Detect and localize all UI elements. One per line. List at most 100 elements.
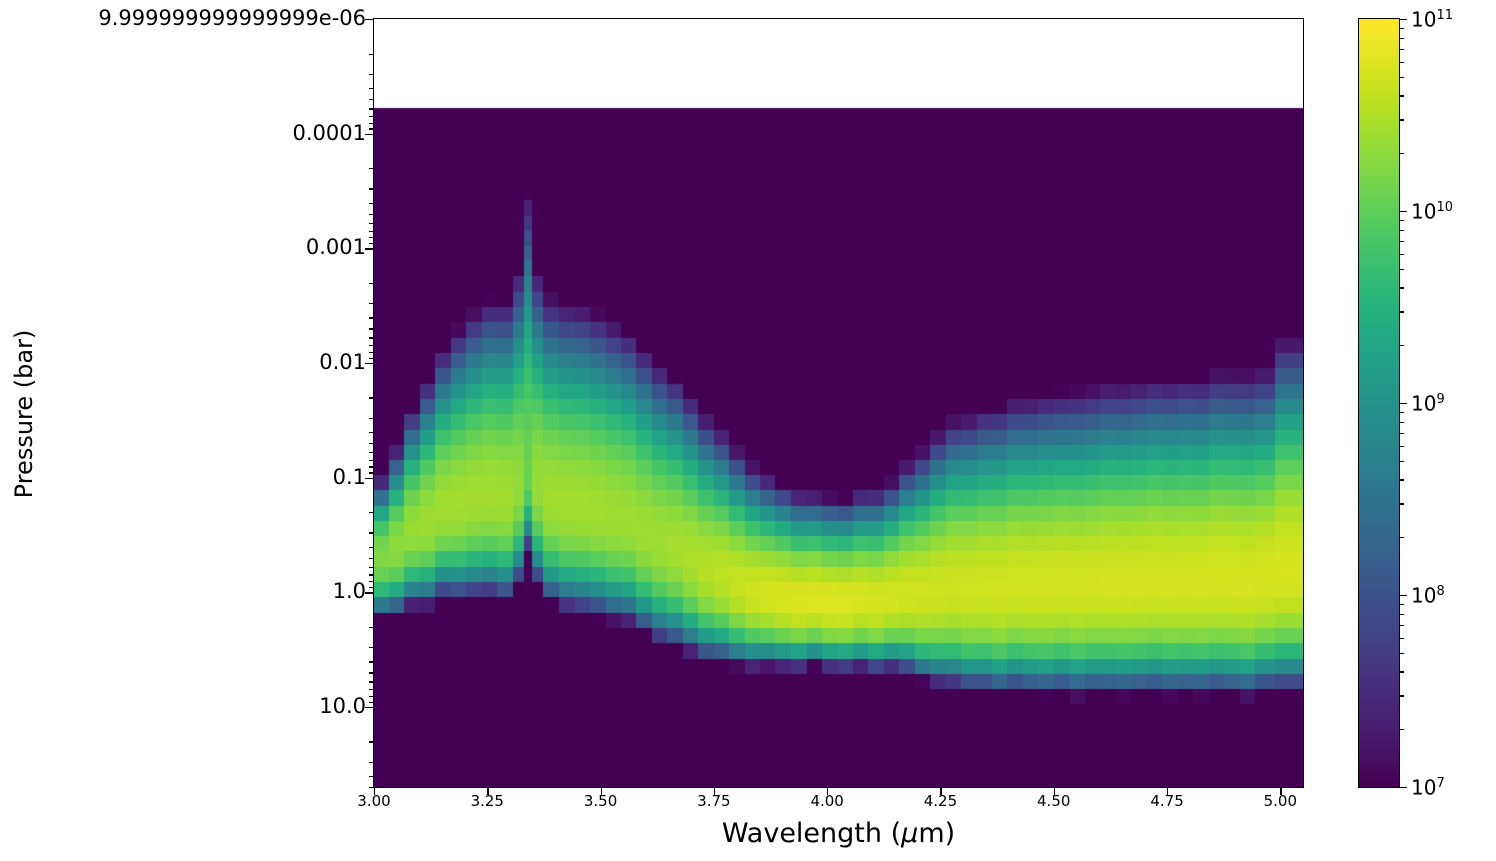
colorbar-minor-tick <box>1400 95 1404 97</box>
x-axis-label: Wavelength (μm) <box>721 818 956 849</box>
colorbar-major-tick <box>1400 19 1407 21</box>
x-axis-tick-label: 3.50 <box>583 792 618 810</box>
colorbar-minor-tick <box>1400 537 1404 539</box>
x-axis-major-tick <box>600 788 602 795</box>
colorbar-tick-mantissa: 10 <box>1411 391 1437 416</box>
y-axis-tick-label: 0.01 <box>319 349 366 374</box>
colorbar-minor-tick <box>1400 695 1404 697</box>
y-axis-minor-tick <box>369 512 373 514</box>
colorbar-minor-tick <box>1400 603 1404 606</box>
colorbar-tick-mantissa: 10 <box>1411 7 1437 32</box>
y-axis-minor-tick <box>369 472 373 474</box>
colorbar-minor-tick <box>1400 61 1404 63</box>
x-axis-major-tick <box>487 788 489 795</box>
y-axis-minor-tick <box>369 243 373 245</box>
y-axis-minor-tick <box>369 431 373 434</box>
x-axis-major-tick <box>827 788 829 795</box>
y-axis-minor-tick <box>369 168 373 170</box>
y-axis-minor-tick <box>369 741 373 743</box>
colorbar-gradient[interactable] <box>1359 19 1399 787</box>
y-axis-tick-label: 0.1 <box>332 464 366 489</box>
colorbar-tick-mantissa: 10 <box>1411 775 1437 800</box>
y-axis-minor-tick <box>369 681 373 683</box>
y-axis-minor-tick <box>369 222 373 225</box>
colorbar-minor-tick <box>1400 671 1404 673</box>
y-axis-minor-tick <box>369 302 373 305</box>
colorbar-minor-tick <box>1400 460 1404 463</box>
y-axis-major-tick <box>365 592 373 594</box>
colorbar-tick-label: 108 <box>1411 582 1445 606</box>
heatmap-plot-area[interactable] <box>374 19 1303 787</box>
colorbar-minor-tick <box>1400 76 1404 79</box>
colorbar-major-tick <box>1400 595 1407 597</box>
colorbar-minor-tick <box>1400 268 1404 271</box>
y-axis-minor-tick <box>369 566 373 569</box>
y-axis-minor-tick <box>369 328 373 330</box>
y-axis-minor-tick <box>369 282 373 285</box>
colorbar-minor-tick <box>1400 311 1404 313</box>
y-axis-minor-tick <box>369 202 373 204</box>
y-axis-major-tick <box>365 133 373 135</box>
y-axis-minor-tick <box>369 213 373 216</box>
colorbar-minor-tick <box>1400 613 1404 615</box>
y-axis-minor-tick <box>369 188 373 190</box>
colorbar-minor-tick <box>1400 445 1404 447</box>
colorbar-tick-exponent: 10 <box>1436 200 1453 215</box>
colorbar-minor-tick <box>1400 253 1404 255</box>
x-axis-tick-label: 4.50 <box>1037 792 1071 810</box>
colorbar-minor-tick <box>1400 240 1404 243</box>
y-axis-minor-tick <box>369 459 373 462</box>
colorbar-tick-mantissa: 10 <box>1411 199 1437 224</box>
y-axis-minor-tick <box>369 574 373 576</box>
y-axis-minor-tick <box>369 466 373 468</box>
y-axis-minor-tick <box>369 53 373 55</box>
colorbar-minor-tick <box>1400 37 1404 39</box>
colorbar-minor-tick <box>1400 624 1404 627</box>
x-axis-major-tick <box>1053 788 1056 795</box>
y-axis-minor-tick <box>369 787 373 789</box>
y-axis-tick-label: 10.0 <box>319 693 366 718</box>
y-axis-minor-tick <box>369 581 373 583</box>
y-axis-minor-tick <box>369 73 373 75</box>
colorbar-minor-tick <box>1400 729 1404 731</box>
colorbar-minor-tick <box>1400 652 1404 655</box>
colorbar-minor-tick <box>1400 479 1404 481</box>
micro-symbol: μ <box>901 818 919 849</box>
colorbar-minor-tick <box>1400 48 1404 51</box>
y-axis-label: Pressure (bar) <box>10 329 38 499</box>
colorbar-major-tick <box>1400 211 1407 213</box>
y-axis-minor-tick <box>369 701 373 703</box>
y-axis-minor-tick <box>369 646 373 649</box>
y-axis-major-tick <box>365 248 373 250</box>
y-axis-minor-tick <box>369 626 373 629</box>
y-axis-minor-tick <box>369 237 373 239</box>
colorbar-tick-exponent: 9 <box>1436 392 1445 407</box>
y-axis-minor-tick <box>369 775 373 778</box>
colorbar-minor-tick <box>1400 27 1404 30</box>
y-axis-major-tick <box>365 706 373 709</box>
x-axis-tick-label: 4.75 <box>1150 792 1184 810</box>
y-axis-minor-tick <box>369 417 373 419</box>
x-axis-major-tick <box>374 788 376 795</box>
colorbar-major-tick <box>1400 403 1407 405</box>
colorbar-tick-label: 107 <box>1411 774 1445 798</box>
y-axis-minor-tick <box>369 761 373 763</box>
y-axis-minor-tick <box>369 443 373 445</box>
y-axis-minor-tick <box>369 99 373 101</box>
y-axis-minor-tick <box>369 557 373 559</box>
y-axis-minor-tick <box>369 689 373 691</box>
x-axis-major-tick <box>940 788 942 795</box>
y-axis-tick-label: 0.0001 <box>292 120 366 145</box>
y-axis-minor-tick <box>369 128 373 130</box>
y-axis-minor-tick <box>369 108 373 110</box>
x-axis-tick-label: 3.25 <box>470 792 504 810</box>
y-axis-minor-tick <box>369 122 373 124</box>
y-axis-minor-tick <box>369 317 373 319</box>
y-axis-major-tick <box>365 19 373 21</box>
y-axis-minor-tick <box>369 88 373 90</box>
x-axis-tick-label: 5.00 <box>1263 792 1298 810</box>
colorbar-minor-tick <box>1400 229 1404 231</box>
colorbar-tick-label: 1011 <box>1411 6 1453 30</box>
colorbar-minor-tick <box>1400 119 1404 121</box>
